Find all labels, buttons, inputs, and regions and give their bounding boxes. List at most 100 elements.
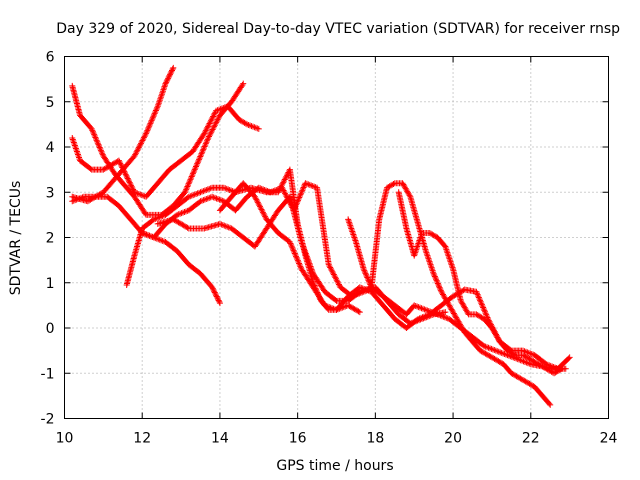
data-point-arc-c [87, 165, 94, 172]
data-point-arc-b [188, 174, 195, 181]
data-point-arc-d [209, 285, 216, 292]
data-point-arc-d [158, 237, 165, 244]
data-point-arc-f [260, 186, 267, 193]
data-point-arc-h [525, 349, 532, 356]
data-point-arc-b [183, 186, 190, 193]
data-point-arc-f [210, 194, 217, 201]
data-point-arc-d [209, 284, 216, 291]
data-point-arc-j [413, 245, 420, 252]
data-point-arc-h [294, 256, 301, 263]
data-point-arc-g [301, 247, 308, 254]
data-point-arc-c [206, 120, 213, 127]
data-point-arc-f [181, 209, 188, 216]
data-point-arc-a [149, 114, 156, 121]
data-point-arc-e [197, 189, 204, 196]
data-point-arc-c [124, 175, 131, 182]
data-point-arc-g [495, 348, 502, 355]
data-point-arc-g [184, 224, 191, 231]
data-point-arc-h [259, 207, 266, 214]
data-point-arc-b [92, 134, 99, 141]
data-point-arc-h [321, 302, 328, 309]
data-point-arc-b [193, 163, 200, 170]
data-point-arc-c [211, 110, 218, 117]
data-point-arc-h [475, 293, 482, 300]
data-point-arc-b [186, 177, 193, 184]
data-point-arc-i [345, 217, 352, 224]
data-point-arc-g [424, 307, 431, 314]
data-point-arc-c [244, 121, 251, 128]
data-point-arc-g [520, 358, 527, 365]
data-point-arc-b [196, 154, 203, 161]
data-point-arc-i [363, 271, 370, 278]
data-point-arc-a [131, 153, 138, 160]
data-point-arc-h [290, 247, 297, 254]
data-point-arc-g [437, 312, 444, 319]
data-point-arc-i [349, 228, 356, 235]
data-point-arc-d [79, 194, 86, 201]
data-point-arc-a [137, 141, 144, 148]
data-point-arc-c [205, 123, 212, 130]
data-point-arc-i [350, 232, 357, 239]
data-point-arc-g [481, 343, 488, 350]
data-point-arc-i [426, 258, 433, 265]
data-point-arc-b [239, 81, 246, 88]
data-point-arc-c [218, 105, 225, 112]
data-point-arc-c [117, 161, 124, 168]
data-point-arc-f [201, 196, 208, 203]
data-point-arc-h [547, 362, 554, 369]
data-point-arc-g [298, 239, 305, 246]
data-point-arc-e [191, 191, 198, 198]
data-point-arc-a [142, 131, 149, 138]
data-point-arc-g [513, 355, 520, 362]
data-point-arc-f [308, 182, 315, 189]
data-point-arc-h [481, 307, 488, 314]
data-point-arc-g [419, 305, 426, 312]
data-point-arc-b [182, 187, 189, 194]
data-point-arc-h [254, 198, 261, 205]
data-point-arc-e [200, 188, 207, 195]
data-point-arc-j [415, 240, 422, 247]
data-point-arc-e [152, 215, 159, 222]
data-point-arc-a [148, 118, 155, 125]
data-point-arc-b [200, 144, 207, 151]
data-point-arc-h [323, 302, 330, 309]
data-point-arc-f [329, 268, 336, 275]
data-point-arc-h [423, 312, 430, 319]
data-point-arc-f [330, 271, 337, 278]
data-point-arc-h [295, 259, 302, 266]
data-point-arc-h [252, 195, 259, 202]
data-point-arc-h [477, 297, 484, 304]
data-point-arc-j [411, 252, 418, 259]
data-point-arc-a [167, 71, 174, 78]
data-point-arc-h [254, 199, 261, 206]
data-point-arc-g [443, 314, 450, 321]
data-point-arc-e [282, 175, 289, 182]
gridlines [64, 56, 609, 419]
data-point-arc-a [164, 76, 171, 83]
data-point-arc-b [181, 189, 188, 196]
data-point-arc-h [365, 287, 372, 294]
data-point-arc-f [335, 280, 342, 287]
data-point-arc-e [220, 184, 227, 191]
data-point-arc-c [116, 158, 123, 165]
data-point-arc-f [274, 186, 281, 193]
data-point-arc-g [299, 241, 306, 248]
data-point-arc-g [308, 266, 315, 273]
data-point-arc-e [204, 186, 211, 193]
data-point-arc-e [228, 187, 235, 194]
data-point-arc-g [302, 250, 309, 257]
data-point-arc-f [142, 231, 149, 238]
data-point-arc-c [138, 192, 145, 199]
y-tick-label: 3 [46, 185, 55, 201]
data-point-arc-b [97, 145, 104, 152]
data-point-arc-c [122, 171, 129, 178]
data-point-arc-h [297, 264, 304, 271]
data-point-arc-e [187, 193, 194, 200]
data-point-arc-f [281, 188, 288, 195]
data-point-arc-b [91, 131, 98, 138]
data-point-arc-h [261, 212, 268, 219]
data-point-arc-f [198, 197, 205, 204]
data-point-arc-c [127, 180, 134, 187]
data-point-arc-i [430, 270, 437, 277]
data-point-arc-b [199, 149, 206, 156]
